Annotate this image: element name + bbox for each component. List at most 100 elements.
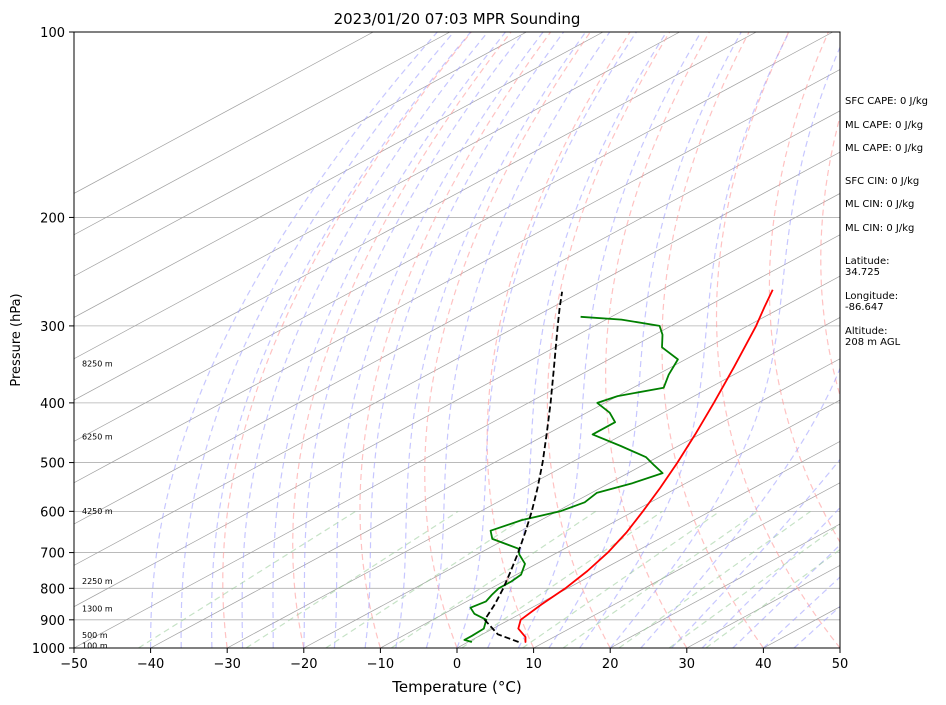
isotherm-line <box>74 69 840 484</box>
moist-adiabat-line <box>150 32 438 648</box>
height-label: 1300 m <box>82 604 113 613</box>
x-tick-label: 20 <box>602 657 619 672</box>
x-tick-label: −30 <box>213 657 240 672</box>
isotherm-line <box>74 151 840 566</box>
x-tick-label: −50 <box>60 657 87 672</box>
longitude-value: -86.647 <box>845 302 884 313</box>
stat-ml-cape-2: ML CAPE: 0 J/kg <box>845 143 923 154</box>
isotherm-line <box>74 32 680 360</box>
longitude-label: Longitude: <box>845 291 898 302</box>
moist-adiabat-line <box>609 45 840 648</box>
moist-adiabat-line <box>303 32 525 648</box>
mixing-ratio-line <box>325 510 535 648</box>
mixing-ratio-line <box>522 510 721 648</box>
height-label: 6250 m <box>82 433 113 442</box>
y-axis: 1000 900 800 700 600 500 400 300 200 100 <box>32 26 74 657</box>
altitude-value: 208 m AGL <box>845 337 901 348</box>
dry-adiabat-line <box>359 32 552 648</box>
isotherm-line <box>610 523 840 648</box>
dry-adiabat-line <box>486 32 631 648</box>
dry-adiabat-line <box>546 32 671 648</box>
isotherm-line <box>303 358 840 648</box>
dry-adiabat-line <box>715 32 840 648</box>
stat-sfc-cape: SFC CAPE: 0 J/kg <box>845 96 928 107</box>
dry-adiabat-line <box>604 32 710 648</box>
dry-adiabat-line <box>424 32 591 648</box>
height-label: 8250 m <box>82 359 113 368</box>
height-label: 100 m <box>82 641 108 650</box>
mixing-ratio-line <box>461 510 663 648</box>
isotherm-line <box>380 399 840 648</box>
isotherm-line <box>74 32 451 236</box>
stats-panel: SFC CAPE: 0 J/kg ML CAPE: 0 J/kg ML CAPE… <box>845 96 928 348</box>
moist-adiabat-line <box>762 576 840 648</box>
stat-ml-cin: ML CIN: 0 J/kg <box>845 199 914 210</box>
moist-adiabat-line <box>272 32 506 648</box>
stat-ml-cin-2: ML CIN: 0 J/kg <box>845 223 914 234</box>
height-label: 2250 m <box>82 577 113 586</box>
y-tick-label: 500 <box>40 457 65 472</box>
moist-adiabat-line <box>671 458 840 648</box>
isotherm-line <box>74 193 840 608</box>
isotherm-line <box>74 32 374 194</box>
altitude-label: Altitude: <box>845 326 887 337</box>
moist-adiabat-line <box>395 32 587 648</box>
y-tick-label: 700 <box>40 547 65 562</box>
mixing-ratio-line <box>390 510 597 648</box>
background-reference-lines <box>74 32 946 648</box>
moist-adiabat-line <box>364 32 565 648</box>
isotherm-line <box>533 482 840 648</box>
isotherm-line <box>227 317 840 648</box>
height-label: 500 m <box>82 631 108 640</box>
stat-ml-cape: ML CAPE: 0 J/kg <box>845 120 923 131</box>
plot-frame <box>73 31 841 649</box>
moist-adiabat-line <box>701 506 840 648</box>
dry-adiabat-line <box>292 32 512 648</box>
dry-adiabat-line <box>768 32 840 544</box>
dry-adiabat-line <box>222 32 472 648</box>
dry-adiabat-line <box>661 32 764 648</box>
y-axis-label: Pressure (hPa) <box>9 293 24 386</box>
isotherm-line <box>74 32 527 277</box>
mixing-ratio-line <box>138 510 356 648</box>
dry-adiabat-line <box>919 32 946 648</box>
isotherm-line <box>74 32 757 401</box>
x-tick-label: −20 <box>290 657 317 672</box>
mixing-ratio-line <box>705 548 840 648</box>
y-tick-label: 400 <box>40 397 65 412</box>
moist-adiabat-line <box>732 544 840 648</box>
moist-adiabat-line <box>425 32 611 648</box>
x-tick-label: −40 <box>137 657 164 672</box>
x-axis: −50 −40 −30 −20 −10 0 10 20 30 40 50 <box>60 648 848 672</box>
moist-adiabat-line <box>456 32 637 648</box>
moist-adiabat-line <box>180 32 455 648</box>
mixing-ratio-line <box>618 510 811 648</box>
y-tick-label: 100 <box>40 26 65 41</box>
dewpoint-line <box>463 315 679 643</box>
moist-adiabat-line <box>333 32 544 648</box>
temperature-line <box>517 289 774 643</box>
latitude-value: 34.725 <box>845 267 880 278</box>
isotherm-line <box>74 110 840 525</box>
parcel-line <box>483 291 563 643</box>
y-tick-label: 600 <box>40 505 65 520</box>
y-tick-label: 900 <box>40 614 65 629</box>
mixing-ratio-line <box>245 510 459 648</box>
y-tick-label: 200 <box>40 211 65 226</box>
moist-adiabat-line <box>241 32 489 648</box>
y-tick-label: 300 <box>40 320 65 335</box>
chart-title: 2023/01/20 07:03 MPR Sounding <box>334 10 581 28</box>
x-tick-label: 10 <box>525 657 542 672</box>
x-axis-label: Temperature (°C) <box>391 678 521 696</box>
x-tick-label: 50 <box>832 657 849 672</box>
moist-adiabat-line <box>211 32 472 648</box>
y-tick-label: 1000 <box>32 642 65 657</box>
y-tick-label: 800 <box>40 582 65 597</box>
isotherm-line <box>74 32 834 442</box>
latitude-label: Latitude: <box>845 256 890 267</box>
x-tick-label: 30 <box>679 657 696 672</box>
x-tick-label: −10 <box>367 657 394 672</box>
height-label: 4250 m <box>82 507 113 516</box>
